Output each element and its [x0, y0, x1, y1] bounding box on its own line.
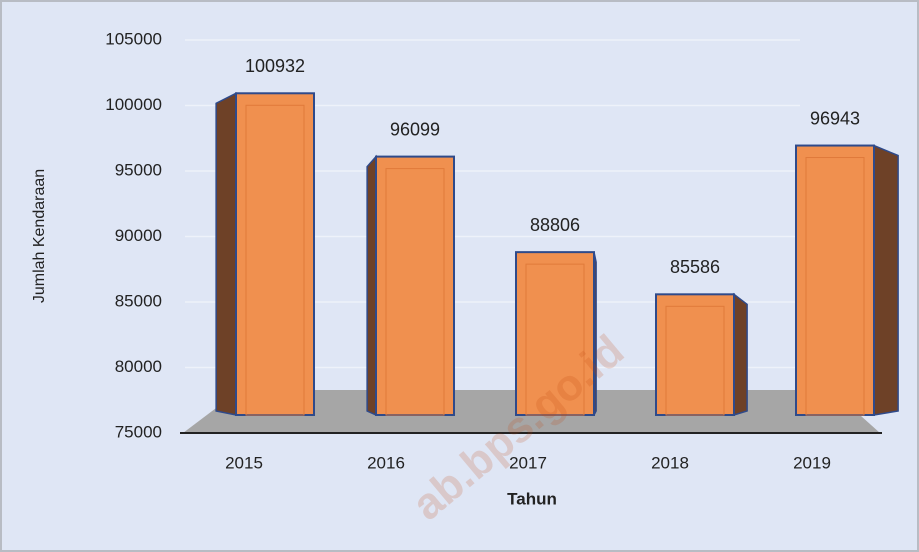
bar-inner [525, 263, 585, 416]
x-axis-title: Tahun [507, 489, 557, 508]
y-axis-title: Jumlah Kendaraan [31, 169, 48, 303]
bar [655, 293, 735, 416]
bar-side [366, 154, 377, 417]
y-tick-label: 85000 [115, 291, 162, 310]
x-tick-label: 2018 [651, 453, 689, 472]
bar-side [215, 92, 237, 416]
x-tick-label: 2016 [367, 453, 405, 472]
bar-side [733, 292, 748, 417]
bar-side [873, 144, 899, 416]
data-label: 96099 [390, 119, 440, 139]
bar [375, 155, 455, 417]
data-label: 100932 [245, 56, 305, 76]
bar-inner [805, 157, 865, 416]
bar [795, 144, 875, 417]
y-tick-label: 95000 [115, 160, 162, 179]
bar-inner [245, 104, 305, 416]
x-tick-label: 2017 [509, 453, 547, 472]
data-label: 88806 [530, 215, 580, 235]
y-tick-label: 105000 [105, 29, 162, 48]
y-tick-label: 90000 [115, 226, 162, 245]
x-tick-label: 2019 [793, 453, 831, 472]
bar-inner [665, 305, 725, 416]
bar [515, 251, 595, 416]
bar [235, 92, 315, 416]
y-tick-label: 100000 [105, 95, 162, 114]
y-tick-label: 80000 [115, 357, 162, 376]
data-label: 96943 [810, 108, 860, 128]
x-tick-label: 2015 [225, 453, 263, 472]
bar-inner [385, 168, 445, 416]
y-tick-label: 75000 [115, 422, 162, 441]
data-label: 85586 [670, 257, 720, 277]
